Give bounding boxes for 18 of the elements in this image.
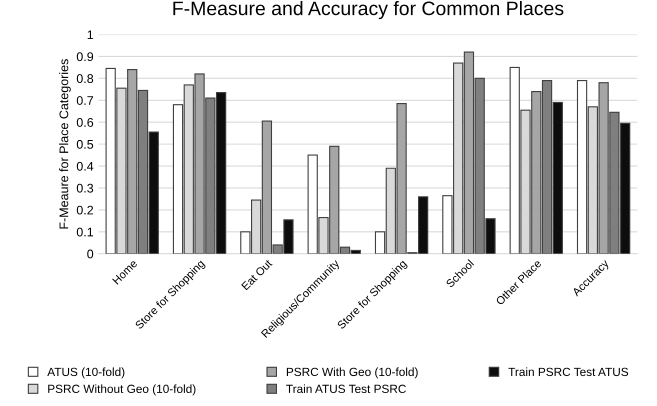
y-tick-label: 0.5 xyxy=(76,140,94,149)
legend-label: Train PSRC Test ATUS xyxy=(508,367,628,376)
legend-label: Train ATUS Test PSRC xyxy=(286,384,406,394)
y-tick-label: 0.6 xyxy=(76,118,94,127)
y-axis-title: F-Meaure for Place Categories xyxy=(59,59,71,229)
y-tick-label: 0.9 xyxy=(76,52,94,62)
legend-label: PSRC With Geo (10-fold) xyxy=(286,367,418,378)
y-tick-label: 0.2 xyxy=(76,206,94,215)
chart-title: F-Measure and Accuracy for Common Places xyxy=(173,0,564,20)
y-tick-label: 1 xyxy=(88,30,94,40)
y-tick-label: 0.3 xyxy=(76,184,94,193)
legend-label: PSRC Without Geo (10-fold) xyxy=(48,384,196,396)
y-tick-label: 0.4 xyxy=(76,162,94,171)
y-tick-label: 0 xyxy=(87,250,94,258)
y-tick-label: 0.7 xyxy=(76,96,94,105)
y-tick-label: 0.8 xyxy=(76,74,94,84)
legend-label: ATUS (10-fold) xyxy=(47,367,124,378)
y-tick-label: 0.1 xyxy=(76,228,94,236)
